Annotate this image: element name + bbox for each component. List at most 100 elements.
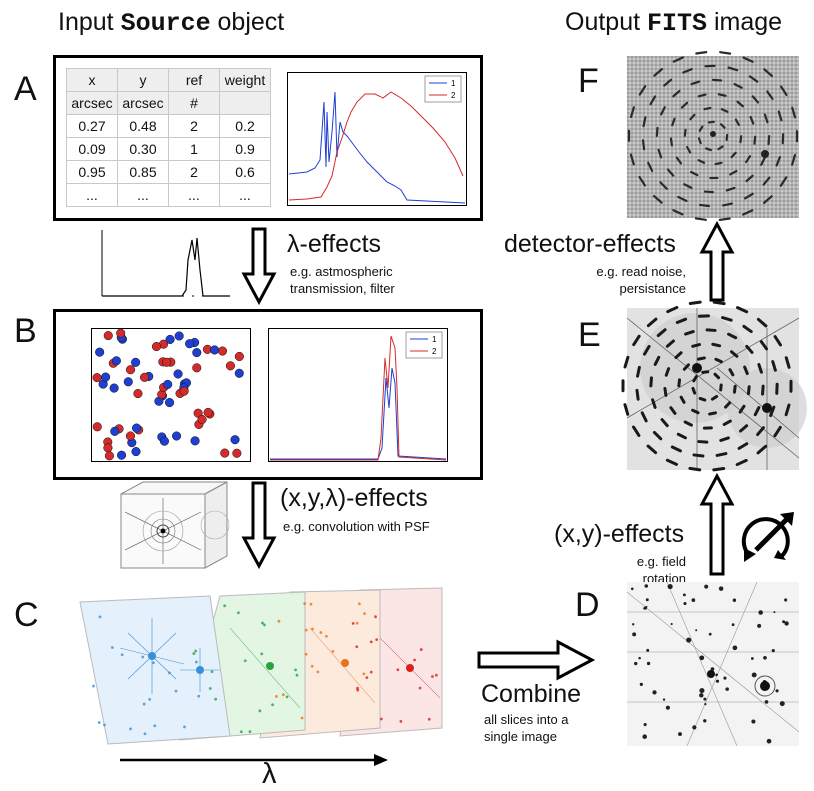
slice-star bbox=[142, 702, 146, 706]
scatter-point bbox=[179, 386, 189, 396]
star bbox=[632, 623, 635, 626]
legend-label-1: 1 bbox=[451, 79, 456, 88]
slice-star bbox=[281, 693, 285, 697]
streak bbox=[679, 395, 686, 404]
slice-star bbox=[418, 686, 422, 690]
streak bbox=[636, 365, 641, 378]
table-cell: 0.27 bbox=[66, 114, 118, 138]
slice-star bbox=[357, 602, 361, 606]
filter-curve bbox=[102, 237, 230, 297]
scatter-point bbox=[116, 328, 126, 338]
star bbox=[678, 732, 682, 736]
star bbox=[644, 584, 649, 588]
star bbox=[731, 623, 735, 627]
slice-star bbox=[97, 721, 101, 724]
table-header-cell: ref bbox=[168, 68, 220, 92]
streak bbox=[736, 100, 744, 108]
arrow-right-icon bbox=[374, 754, 388, 766]
arrow-down-icon bbox=[241, 227, 277, 306]
streak bbox=[725, 133, 729, 142]
diffraction-spikes bbox=[626, 581, 800, 747]
panel-d-combined-image bbox=[626, 581, 800, 747]
slice-star bbox=[319, 631, 323, 634]
star bbox=[645, 598, 649, 602]
slice-star bbox=[331, 650, 335, 653]
slice-star bbox=[174, 689, 178, 693]
streak bbox=[692, 453, 705, 458]
panel-e-rotated-image bbox=[621, 300, 807, 472]
slice-star bbox=[151, 661, 155, 665]
streak bbox=[629, 106, 635, 119]
rotation-needle bbox=[754, 516, 790, 552]
scatter-point bbox=[174, 331, 184, 341]
series-2-line bbox=[288, 91, 464, 201]
star bbox=[645, 605, 648, 608]
scatter-points bbox=[92, 328, 244, 461]
streak bbox=[683, 420, 693, 427]
input-heading: Input Source object bbox=[58, 8, 285, 38]
bright-star bbox=[710, 131, 716, 137]
star bbox=[718, 586, 724, 591]
streak bbox=[695, 51, 708, 55]
streak bbox=[653, 355, 661, 366]
streak bbox=[762, 195, 773, 204]
scatter-point bbox=[125, 365, 136, 375]
streak bbox=[742, 324, 753, 334]
slice-star bbox=[431, 675, 434, 678]
plot-legend bbox=[424, 75, 462, 103]
slice-stars bbox=[92, 602, 438, 736]
streak bbox=[721, 202, 733, 207]
streak bbox=[698, 125, 704, 132]
streak bbox=[672, 56, 684, 63]
scatter-point bbox=[185, 339, 195, 349]
star bbox=[699, 688, 705, 694]
bright-star bbox=[762, 403, 772, 413]
slice-star bbox=[274, 695, 278, 698]
scatter-point bbox=[190, 436, 200, 446]
image-background bbox=[627, 582, 799, 746]
slice-star bbox=[316, 670, 320, 674]
star bbox=[682, 593, 686, 597]
streak bbox=[684, 330, 695, 336]
legend-label-2: 2 bbox=[432, 347, 437, 356]
scatter-point bbox=[220, 448, 230, 458]
rotation-arrowhead bbox=[774, 550, 786, 560]
streak bbox=[730, 151, 737, 159]
streak bbox=[763, 113, 769, 124]
streak bbox=[733, 83, 743, 89]
streak bbox=[743, 365, 749, 376]
star bbox=[775, 689, 779, 693]
star bbox=[758, 610, 763, 615]
source-scatter-plot bbox=[91, 328, 251, 462]
combine-line1: all slices into a bbox=[484, 712, 569, 727]
streak bbox=[721, 316, 733, 322]
slice-star bbox=[419, 648, 423, 651]
scatter-point bbox=[163, 379, 173, 389]
streak bbox=[646, 444, 658, 455]
slice-star bbox=[239, 730, 243, 734]
lambda-axis-label: λ bbox=[262, 758, 277, 790]
streak bbox=[753, 135, 757, 145]
star bbox=[710, 667, 715, 671]
lambda-axis-arrow bbox=[120, 754, 388, 766]
star bbox=[782, 620, 786, 624]
slice-star bbox=[153, 724, 157, 728]
streak bbox=[711, 342, 722, 348]
slice-star bbox=[208, 687, 212, 690]
table-unit-cell: arcsec bbox=[117, 91, 169, 115]
streak bbox=[664, 367, 671, 377]
slice-star bbox=[304, 652, 308, 656]
scatter-point bbox=[117, 450, 127, 460]
slice-star bbox=[261, 621, 264, 625]
streak bbox=[703, 190, 715, 194]
table-row: ... ... ... ... bbox=[66, 183, 271, 207]
scatter-point bbox=[92, 422, 102, 432]
star bbox=[634, 661, 638, 666]
slice-star bbox=[285, 695, 289, 699]
detector-arrow bbox=[699, 220, 735, 302]
star bbox=[691, 598, 696, 602]
slice-star bbox=[413, 658, 416, 662]
streak bbox=[714, 357, 723, 364]
streak bbox=[743, 192, 754, 200]
streak bbox=[718, 217, 731, 221]
